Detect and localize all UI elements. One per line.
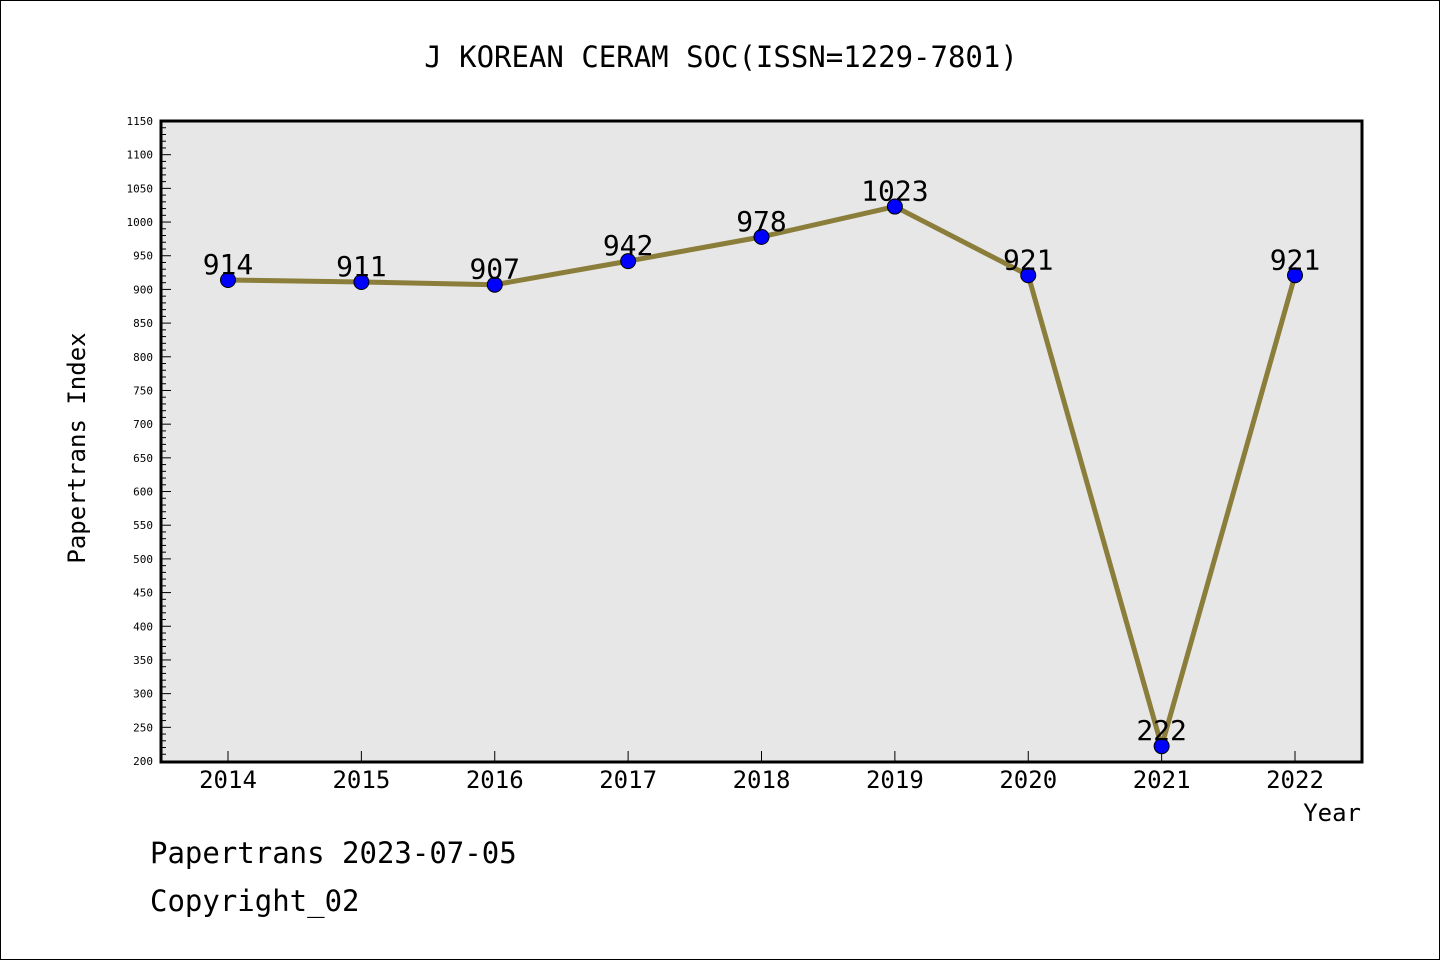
y-tick-label: 900 bbox=[133, 283, 153, 296]
data-point bbox=[620, 253, 637, 270]
y-tick-label: 1050 bbox=[127, 182, 154, 195]
x-tick-label: 2017 bbox=[599, 766, 657, 794]
data-point bbox=[1020, 267, 1037, 284]
y-tick-label: 1150 bbox=[127, 115, 154, 128]
y-tick-label: 300 bbox=[133, 688, 153, 701]
y-tick-label: 200 bbox=[133, 755, 153, 768]
footer-copyright: Copyright_02 bbox=[150, 884, 360, 918]
y-tick-label: 250 bbox=[133, 721, 153, 734]
y-tick-label: 650 bbox=[133, 452, 153, 465]
y-tick-label: 500 bbox=[133, 553, 153, 566]
data-label: 222 bbox=[1136, 714, 1187, 747]
x-axis-label: Year bbox=[1303, 799, 1361, 827]
data-point bbox=[353, 274, 370, 291]
data-label: 1023 bbox=[861, 175, 928, 208]
data-label: 978 bbox=[736, 205, 787, 238]
x-tick-label: 2016 bbox=[466, 766, 524, 794]
x-tick-label: 2015 bbox=[332, 766, 390, 794]
y-axis: 200 250 300 350 400 450 500 550 600 650 700 750 800 8… bbox=[127, 115, 171, 768]
chart-title: J KOREAN CERAM SOC(ISSN=1229-7801) bbox=[424, 40, 1018, 74]
series-line-group: 914 911 907 942 978 1023 921 222 921 bbox=[203, 175, 1321, 755]
y-tick-label: 950 bbox=[133, 250, 153, 263]
y-tick-label: 1100 bbox=[127, 149, 154, 162]
data-point bbox=[753, 228, 770, 245]
data-label: 914 bbox=[203, 248, 254, 281]
x-tick-label: 2020 bbox=[999, 766, 1057, 794]
data-label: 911 bbox=[336, 250, 387, 283]
data-point bbox=[1153, 738, 1170, 755]
x-axis: 2014 2015 2016 2017 2018 2019 2020 2021 2022 bbox=[199, 751, 1324, 794]
x-tick-label: 2014 bbox=[199, 766, 257, 794]
y-tick-label: 450 bbox=[133, 587, 153, 600]
y-tick-label: 850 bbox=[133, 317, 153, 330]
plot-area bbox=[159, 119, 1364, 764]
data-label: 942 bbox=[603, 229, 654, 262]
data-label: 921 bbox=[1003, 243, 1054, 276]
y-tick-label: 550 bbox=[133, 519, 153, 532]
x-tick-label: 2022 bbox=[1266, 766, 1324, 794]
data-label: 921 bbox=[1270, 243, 1321, 276]
data-point bbox=[220, 271, 236, 288]
y-tick-label: 400 bbox=[133, 620, 153, 633]
y-tick-label: 1000 bbox=[127, 216, 154, 229]
data-point bbox=[486, 276, 503, 293]
x-tick-label: 2019 bbox=[866, 766, 924, 794]
footer-brand-date: Papertrans 2023-07-05 bbox=[150, 836, 517, 870]
y-tick-label: 750 bbox=[133, 384, 153, 397]
y-tick-label: 350 bbox=[133, 654, 153, 667]
y-tick-label: 800 bbox=[133, 351, 153, 364]
y-tick-label: 700 bbox=[133, 418, 153, 431]
y-axis-label: Papertrans Index bbox=[63, 332, 91, 563]
data-point bbox=[886, 198, 903, 215]
x-tick-label: 2021 bbox=[1133, 766, 1191, 794]
data-label: 907 bbox=[469, 253, 520, 286]
data-point bbox=[1287, 267, 1303, 284]
y-tick-label: 600 bbox=[133, 486, 153, 499]
x-tick-label: 2018 bbox=[733, 766, 791, 794]
